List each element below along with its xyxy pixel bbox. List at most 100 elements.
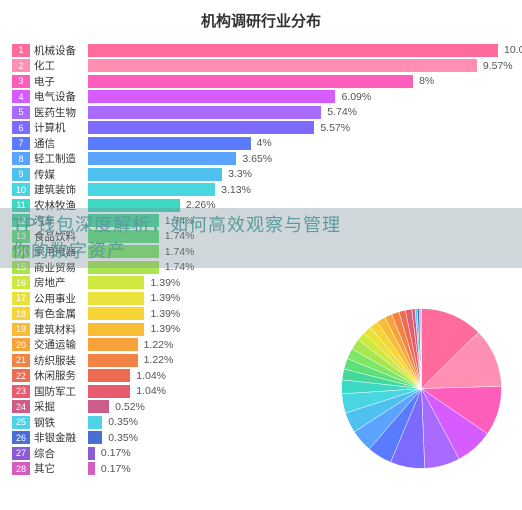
bar-value: 5.57%: [320, 122, 350, 134]
rank-box: 20: [12, 338, 30, 351]
bar-label: 房地产: [34, 275, 88, 290]
bar-label: 采掘: [34, 399, 88, 414]
bar-track: 4%: [88, 137, 510, 150]
bar-track: 3.65%: [88, 152, 510, 165]
bar-fill: [88, 152, 236, 165]
chart-title: 机构调研行业分布: [0, 0, 522, 43]
bar-label: 国防军工: [34, 384, 88, 399]
bar-fill: [88, 462, 95, 475]
bar-row: 3 电子 8%: [12, 74, 510, 89]
bar-row: 6计算机5.57%: [12, 121, 510, 136]
rank-box: 2: [12, 59, 30, 72]
bar-label: 其它: [34, 461, 88, 476]
bar-row: 10 建筑装饰 3.13%: [12, 183, 510, 198]
bar-fill: [88, 168, 222, 181]
bar-track: 3.13%: [88, 183, 510, 196]
bar-value: 0.35%: [108, 416, 138, 428]
bar-label: 传媒: [34, 167, 88, 182]
bar-row: 5 医药生物5.74%: [12, 105, 510, 120]
bar-label: 建筑材料: [34, 322, 88, 337]
bar-value: 3.65%: [242, 153, 272, 165]
bar-row: 1机械设备10.09%: [12, 43, 510, 58]
bar-row: 2 化工 9.57%: [12, 59, 510, 74]
bar-track: 5.74%: [88, 106, 510, 119]
bar-label: 电气设备: [34, 89, 88, 104]
rank-box: 23: [12, 385, 30, 398]
bar-label: 机械设备: [34, 43, 88, 58]
bar-value: 1.39%: [150, 277, 180, 289]
bar-label: 化工: [34, 58, 88, 73]
bar-value: 1.39%: [150, 308, 180, 320]
bar-value: 4%: [257, 137, 272, 149]
bar-fill: [88, 90, 335, 103]
bar-label: 钢铁: [34, 415, 88, 430]
rank-box: 3: [12, 75, 30, 88]
bar-label: 公用事业: [34, 291, 88, 306]
rank-box: 25: [12, 416, 30, 429]
bar-row: 9 传媒 3.3%: [12, 167, 510, 182]
bar-label: 轻工制造: [34, 151, 88, 166]
bar-value: 0.52%: [115, 401, 145, 413]
bar-fill: [88, 121, 314, 134]
rank-box: 18: [12, 307, 30, 320]
bar-fill: [88, 385, 130, 398]
bar-row: 8轻工制造3.65%: [12, 152, 510, 167]
bar-value: 9.57%: [483, 60, 513, 72]
bar-label: 纺织服装: [34, 353, 88, 368]
bar-label: 休闲服务: [34, 368, 88, 383]
rank-box: 7: [12, 137, 30, 150]
overlay-line-2: 你的数字资产: [12, 238, 510, 264]
bar-fill: [88, 292, 144, 305]
bar-value: 3.3%: [228, 168, 252, 180]
bar-label: 计算机: [34, 120, 88, 135]
rank-box: 5: [12, 106, 30, 119]
watermark-overlay: TP钱包深度解析，如何高效观察与管理 你的数字资产: [0, 208, 522, 268]
bar-track: 10.09%: [88, 44, 522, 57]
bar-track: 9.57%: [88, 59, 513, 72]
bar-value: 10.09%: [504, 44, 522, 56]
bar-fill: [88, 416, 102, 429]
bar-label: 交通运输: [34, 337, 88, 352]
bar-row: 4 电气设备6.09%: [12, 90, 510, 105]
bar-value: 0.17%: [101, 447, 131, 459]
bar-fill: [88, 323, 144, 336]
bar-value: 8%: [419, 75, 434, 87]
rank-box: 21: [12, 354, 30, 367]
rank-box: 19: [12, 323, 30, 336]
bar-fill: [88, 137, 251, 150]
bar-track: 8%: [88, 75, 510, 88]
bar-fill: [88, 276, 144, 289]
bar-track: 5.57%: [88, 121, 510, 134]
rank-box: 16: [12, 276, 30, 289]
rank-box: 4: [12, 90, 30, 103]
bar-fill: [88, 369, 130, 382]
rank-box: 28: [12, 462, 30, 475]
pie-chart: [339, 306, 504, 471]
bar-fill: [88, 106, 321, 119]
rank-box: 9: [12, 168, 30, 181]
bar-fill: [88, 400, 109, 413]
bar-label: 非银金融: [34, 430, 88, 445]
bar-value: 1.22%: [144, 354, 174, 366]
rank-box: 10: [12, 183, 30, 196]
bar-value: 1.39%: [150, 292, 180, 304]
rank-box: 24: [12, 400, 30, 413]
bar-value: 1.22%: [144, 339, 174, 351]
bar-fill: [88, 354, 138, 367]
bar-value: 0.35%: [108, 432, 138, 444]
bar-value: 3.13%: [221, 184, 251, 196]
rank-box: 1: [12, 44, 30, 57]
rank-box: 27: [12, 447, 30, 460]
rank-box: 26: [12, 431, 30, 444]
bar-fill: [88, 338, 138, 351]
overlay-line-1: TP钱包深度解析，如何高效观察与管理: [12, 212, 510, 238]
bar-value: 1.04%: [136, 385, 166, 397]
bar-label: 电子: [34, 74, 88, 89]
bar-label: 有色金属: [34, 306, 88, 321]
bar-label: 建筑装饰: [34, 182, 88, 197]
bar-label: 医药生物: [34, 105, 88, 120]
bar-track: 1.39%: [88, 276, 510, 289]
bar-row: 16 房地产 1.39%: [12, 276, 510, 291]
bar-track: 6.09%: [88, 90, 510, 103]
rank-box: 22: [12, 369, 30, 382]
